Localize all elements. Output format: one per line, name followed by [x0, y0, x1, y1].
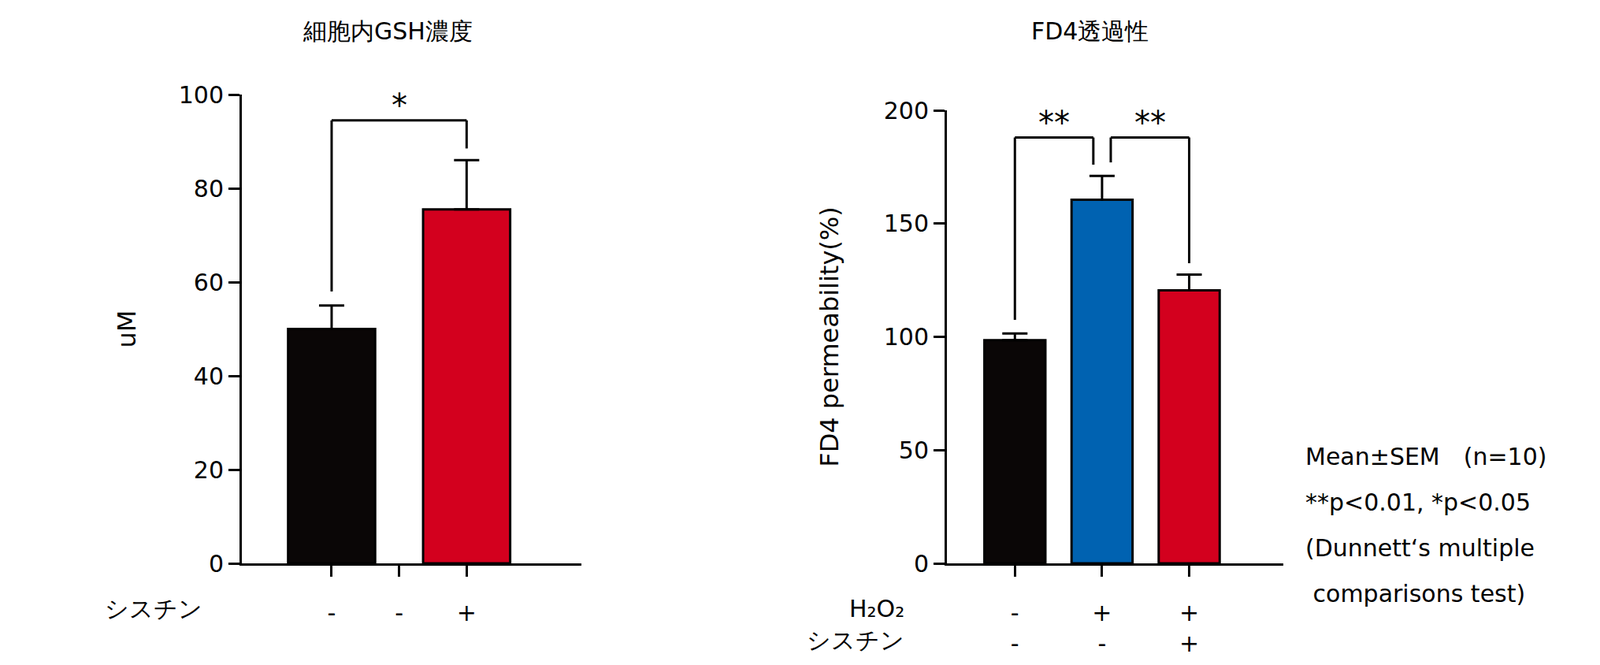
svg-text:シスチン: シスチン — [806, 626, 905, 654]
svg-text:+-: +- — [1091, 598, 1112, 658]
svg-text:Mean±SEM (n=10): Mean±SEM (n=10) — [1305, 442, 1548, 471]
svg-text:+: + — [456, 598, 477, 627]
svg-text:comparisons test): comparisons test) — [1305, 579, 1526, 608]
svg-text:(Dunnett‘s multiple: (Dunnett‘s multiple — [1305, 534, 1535, 562]
svg-text:シスチン: シスチン — [104, 594, 203, 623]
svg-text:-: - — [327, 598, 337, 627]
svg-text:100: 100 — [178, 81, 224, 109]
svg-text:--: -- — [1010, 598, 1020, 658]
svg-text:60: 60 — [193, 268, 224, 297]
svg-text:0: 0 — [913, 549, 929, 578]
svg-text:FD4透過性: FD4透過性 — [1031, 17, 1149, 45]
svg-text:150: 150 — [883, 209, 929, 238]
svg-text:**p<0.01, *p<0.05: **p<0.01, *p<0.05 — [1305, 488, 1531, 517]
svg-text:*: * — [391, 87, 408, 124]
svg-text:200: 200 — [883, 96, 929, 125]
svg-text:0: 0 — [208, 549, 224, 578]
svg-text:細胞内GSH濃度: 細胞内GSH濃度 — [302, 17, 473, 45]
svg-text:++: ++ — [1179, 598, 1200, 658]
svg-text:uM: uM — [111, 310, 142, 349]
svg-text:40: 40 — [193, 362, 224, 390]
svg-text:H₂O₂: H₂O₂ — [849, 594, 905, 623]
svg-text:**: ** — [1134, 104, 1166, 142]
svg-text:FD4 permeability(%): FD4 permeability(%) — [814, 206, 845, 467]
svg-text:-: - — [394, 598, 404, 627]
svg-text:20: 20 — [193, 456, 224, 484]
svg-text:100: 100 — [883, 322, 929, 351]
svg-text:80: 80 — [193, 174, 224, 203]
svg-text:50: 50 — [898, 436, 929, 465]
svg-text:**: ** — [1038, 104, 1070, 142]
